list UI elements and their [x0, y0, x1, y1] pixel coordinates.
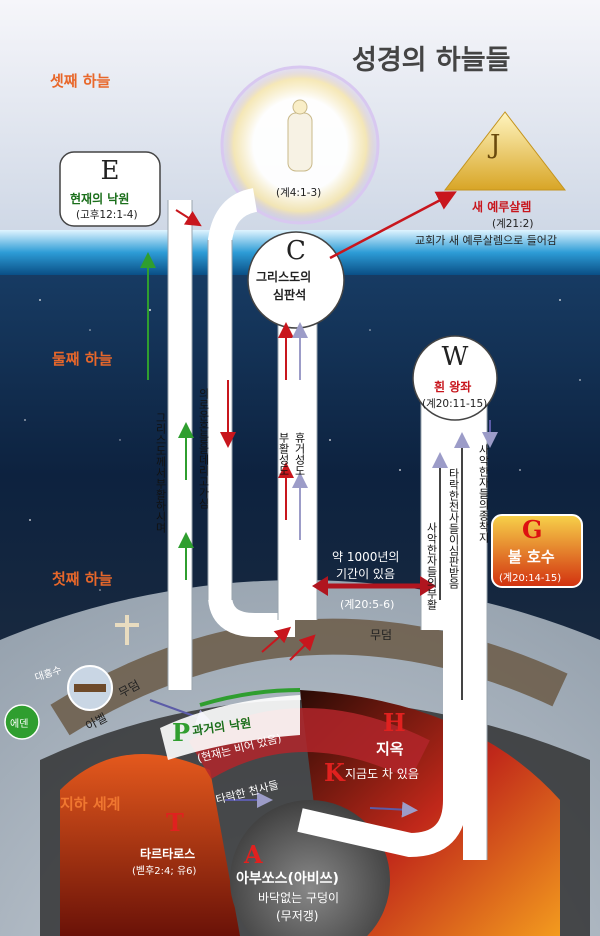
wicked-end-label: 사악한자들의종착지 [477, 444, 490, 543]
lake-of-fire-box [491, 514, 583, 588]
node-W-ref: (계20:11-15) [422, 398, 488, 410]
leading-righteous-label: 의로운혼들을데리고가심 [197, 388, 210, 509]
node-T-ref: (벧후2:4; 유6) [132, 866, 197, 877]
node-E-letter: E [100, 156, 120, 186]
node-H-note: 지금도 차 있음 [345, 767, 419, 781]
tartarus-region [60, 754, 240, 936]
millennium-line2: 기간이 있음 [336, 567, 396, 581]
stars [24, 299, 581, 591]
node-E-box [59, 151, 161, 227]
node-C-name-1: 그리스도의 [256, 270, 312, 284]
eden-icon [4, 704, 40, 740]
node-J-name: 새 예루살렘 [472, 200, 532, 214]
second-heaven-label: 둘째 하늘 [52, 350, 113, 368]
node-E-name: 현재의 낙원 [70, 192, 130, 206]
node-W-letter: W [441, 342, 469, 372]
node-T-letter: T [166, 808, 184, 837]
new-jerusalem-icon [443, 111, 567, 191]
node-P-letter: P [172, 718, 191, 747]
node-T-name: 타르타로스 [140, 847, 196, 861]
millennium-ref: (계20:5-6) [340, 598, 395, 611]
fallen-angels-band [188, 708, 430, 780]
eden-label: 에덴 [10, 719, 29, 730]
node-W-circle [412, 335, 498, 421]
node-C-letter: C [286, 236, 306, 266]
fallen-judged-label: 타락한천사들이심판받음 [447, 468, 460, 589]
node-J-letter: J [490, 130, 501, 160]
node-A-line2: 바닥없는 구덩이 [258, 891, 340, 905]
resurrection-label: 부활성도 [277, 432, 290, 476]
rapture-label: 휴거성도 [293, 432, 306, 476]
node-W-name: 흰 왕좌 [434, 380, 472, 394]
node-H-letter: H [383, 708, 406, 737]
christ-resurrected-label: 그리스도께서부활하시며 [154, 412, 167, 533]
page-title: 성경의 하늘들 [352, 45, 511, 76]
tomb-right-label: 무덤 [370, 628, 393, 642]
pipes [168, 188, 487, 860]
paradise-band [160, 695, 300, 760]
node-K-letter: K [324, 758, 345, 787]
millennium-line1: 약 1000년의 [332, 550, 400, 564]
node-A-letter: A [244, 840, 263, 869]
cross-icon [125, 615, 129, 645]
arrow-to-new-jerusalem [329, 191, 457, 260]
node-A-name: 아부쏘스(아비쓰) [236, 871, 339, 887]
node-G-name: 불 호수 [508, 548, 555, 566]
node-J-ref: (계21:2) [492, 218, 534, 230]
node-H-name: 지옥 [376, 740, 404, 758]
third-heaven-label: 셋째 하늘 [50, 72, 111, 90]
node-A-line3: (무저갱) [276, 909, 319, 923]
wicked-resurrection-label: 사악한자들의부활 [425, 522, 438, 610]
node-E-ref: (고후12:1-4) [76, 209, 138, 221]
node-C-name-2: 심판석 [273, 288, 307, 302]
node-G-ref: (계20:14-15) [499, 573, 562, 584]
first-heaven-label: 첫째 하늘 [52, 570, 113, 588]
node-G-letter: G [522, 515, 543, 544]
node-J-note: 교회가 새 예루살렘으로 들어감 [415, 234, 558, 247]
underworld-label: 지하 세계 [60, 795, 121, 813]
throne-ref: (계4:1-3) [276, 187, 322, 199]
throne-figure-icon [287, 112, 313, 172]
